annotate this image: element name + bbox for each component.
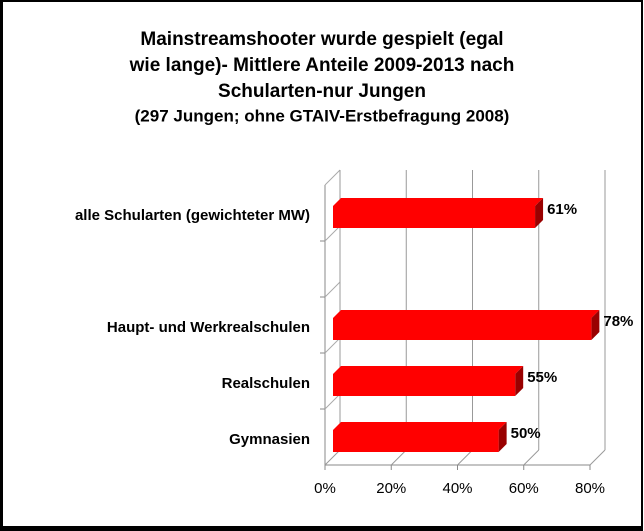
y-tick-label-box: Gymnasien	[10, 411, 310, 467]
chart-title-line: Mainstreamshooter wurde gespielt (egal	[140, 29, 503, 50]
chart-title-line: Schularten-nur Jungen	[218, 81, 426, 102]
bar-top	[333, 422, 507, 430]
y-tick-label: Realschulen	[221, 374, 310, 392]
axis-line	[324, 169, 341, 186]
x-tick-label: 60%	[509, 480, 539, 497]
bar-side	[591, 310, 600, 340]
y-tick-label: alle Schularten (gewichteter MW)	[74, 206, 310, 224]
bar	[333, 374, 516, 396]
bar-top	[333, 310, 600, 318]
chart-subtitle: (297 Jungen; ohne GTAIV-Erstbefragung 20…	[135, 106, 510, 125]
y-tick-label: Haupt- und Werkrealschulen	[106, 318, 310, 336]
bar-top	[333, 198, 544, 206]
y-tick-label-box: Realschulen	[10, 355, 310, 411]
y-tick-label-box: alle Schularten (gewichteter MW)	[10, 187, 310, 243]
bar	[333, 206, 536, 228]
x-tick-label: 80%	[575, 480, 605, 497]
grid-line	[390, 449, 407, 466]
bar-side	[535, 198, 544, 228]
grid-line	[324, 449, 341, 466]
data-label: 78%	[603, 313, 633, 330]
bar	[333, 430, 499, 452]
y-tick	[324, 393, 341, 410]
y-tick	[324, 225, 341, 242]
chart-title-line: wie lange)- Mittlere Anteile 2009-2013 n…	[129, 55, 515, 76]
y-tick	[324, 337, 341, 354]
bar-side	[498, 422, 507, 452]
y-tick	[324, 281, 341, 298]
grid-line	[589, 449, 606, 466]
x-tick-label: 20%	[376, 480, 406, 497]
grid-line	[523, 449, 540, 466]
bar-top	[333, 366, 524, 374]
bar-side	[515, 366, 524, 396]
data-label: 55%	[527, 369, 557, 386]
data-label: 61%	[547, 201, 577, 218]
grid-line	[457, 449, 473, 466]
data-label: 50%	[511, 425, 541, 442]
x-tick-label: 0%	[314, 480, 336, 497]
bar	[333, 318, 592, 340]
y-tick-label: Gymnasien	[229, 430, 310, 448]
y-tick-label-box: Haupt- und Werkrealschulen	[10, 299, 310, 355]
x-tick-label: 40%	[442, 480, 472, 497]
